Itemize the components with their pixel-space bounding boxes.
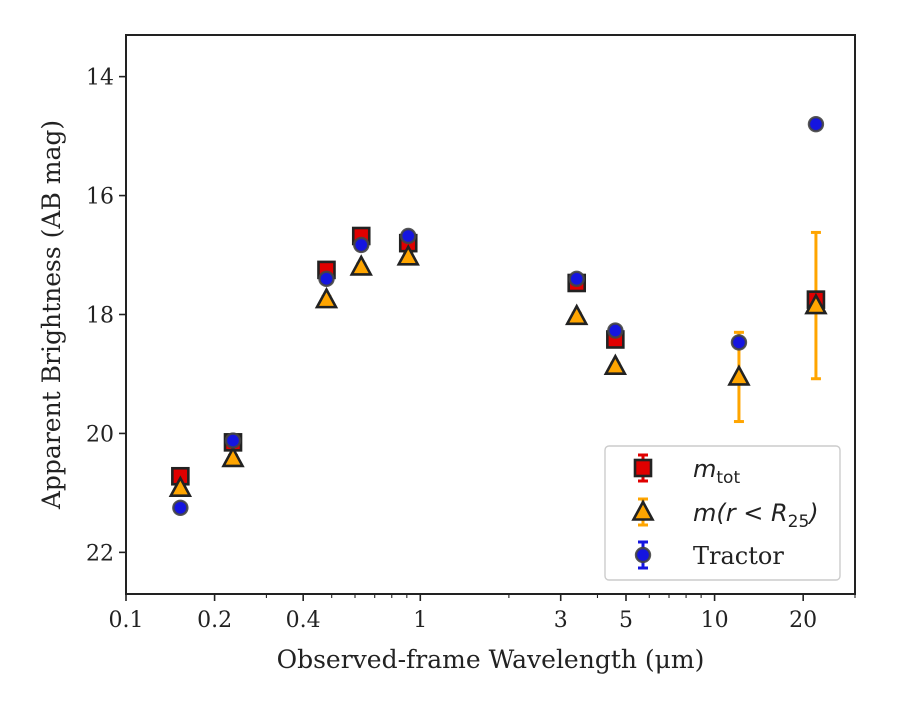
legend-mr25-marker xyxy=(631,499,655,521)
y-tick-label: 18 xyxy=(86,304,114,329)
tractor-point xyxy=(172,499,189,516)
legend-label-main: m xyxy=(693,455,716,483)
tractor-point xyxy=(607,322,624,339)
legend-box xyxy=(604,445,841,581)
x-tick-label: 20 xyxy=(789,608,817,633)
legend-label-mtot: mtot xyxy=(693,455,740,488)
x-tick-label: 0.4 xyxy=(286,608,321,633)
y-tick-label: 16 xyxy=(86,185,114,210)
tractor-point xyxy=(353,236,370,254)
y-tick-label: 20 xyxy=(86,422,114,447)
y-tick-label: 14 xyxy=(86,66,114,91)
mr25-point xyxy=(603,353,628,376)
mr25-point xyxy=(804,292,828,315)
legend-label-close: ) xyxy=(807,499,818,527)
mr25-point xyxy=(314,286,339,309)
mr25-point xyxy=(221,445,245,468)
y-axis-title: Apparent Brightness (AB mag) xyxy=(37,120,66,510)
tractor-point xyxy=(318,270,335,288)
tractor-point xyxy=(730,334,748,351)
mr25-point xyxy=(349,254,373,276)
tractor-point xyxy=(807,116,825,133)
legend-label-subscript: 25 xyxy=(788,512,810,532)
x-tick-label: 10 xyxy=(701,608,729,633)
legend-label-tractor: Tractor xyxy=(693,542,784,570)
legend-label-main: m(r < R xyxy=(693,499,788,527)
tractor-point xyxy=(568,270,585,288)
x-tick-label: 5 xyxy=(619,608,633,633)
legend-tractor-marker xyxy=(634,546,652,564)
x-axis-title: Observed-frame Wavelength (μm) xyxy=(277,645,705,674)
x-tick-label: 0.1 xyxy=(109,608,144,633)
mr25-point xyxy=(565,303,589,326)
axis-ticks-layer: 0.1 0.2 0.4 1 3 5 10 20 14 16 18 20 22 xyxy=(86,66,856,633)
mr25-point xyxy=(727,364,751,386)
x-tick-label: 3 xyxy=(554,608,568,633)
tractor-point xyxy=(400,227,417,245)
y-tick-label: 22 xyxy=(86,541,114,566)
legend-label-mr25: m(r < R25) xyxy=(693,499,819,532)
legend-label-subscript: tot xyxy=(716,468,740,488)
markers-layer xyxy=(168,116,828,516)
mr25-point xyxy=(396,244,420,266)
legend-mtot-marker xyxy=(633,458,653,478)
tractor-point xyxy=(224,432,242,449)
legend: mtot m(r < R25) Tractor xyxy=(604,445,841,581)
x-tick-label: 0.2 xyxy=(197,608,232,633)
mr25-point xyxy=(168,475,193,497)
x-tick-label: 1 xyxy=(413,608,427,633)
